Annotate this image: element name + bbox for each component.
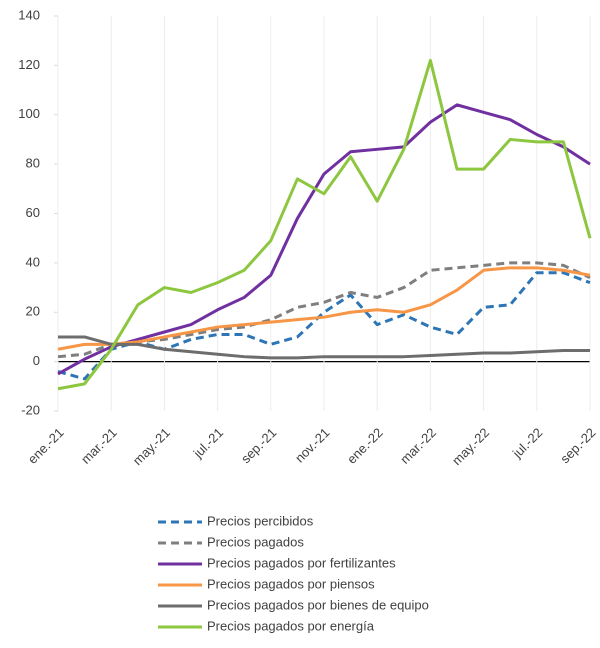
y-tick-label: 140 <box>18 7 40 22</box>
y-tick-label: 80 <box>26 156 40 171</box>
series-line <box>57 58 592 391</box>
x-tick-label: may.-22 <box>449 425 492 468</box>
legend-label: Precios pagados <box>207 534 304 549</box>
y-tick-label: 100 <box>18 106 40 121</box>
y-tick-label: 120 <box>18 57 40 72</box>
y-tick-label: 20 <box>26 304 40 319</box>
x-tick-label: mar.-22 <box>397 425 439 467</box>
x-tick-label: sep.-22 <box>557 425 598 466</box>
y-tick-label: 60 <box>26 205 40 220</box>
legend-label: Precios pagados por fertilizantes <box>207 555 396 570</box>
x-tick-label: mar.-21 <box>78 425 120 467</box>
x-tick-label: ene.-21 <box>25 425 67 467</box>
series-line <box>57 271 591 381</box>
y-tick-label: 40 <box>26 254 40 269</box>
series-line <box>58 335 590 360</box>
x-tick-label: ene.-22 <box>344 425 386 467</box>
y-tick-label: -20 <box>21 402 40 417</box>
legend-label: Precios pagados por bienes de equipo <box>207 597 429 612</box>
x-tick-label: nov.-21 <box>292 425 333 466</box>
y-tick-label: 0 <box>33 353 40 368</box>
legend-label: Precios pagados por energía <box>207 618 375 633</box>
series-line <box>57 261 591 359</box>
x-tick-label: sep.-21 <box>238 425 279 466</box>
legend-label: Precios pagados por piensos <box>207 576 375 591</box>
x-tick-label: jul.-22 <box>509 425 545 461</box>
x-tick-label: may.-21 <box>130 425 173 468</box>
legend-label: Precios percibidos <box>207 513 314 528</box>
series-line <box>57 266 591 351</box>
series-line <box>57 103 591 376</box>
x-tick-label: jul.-21 <box>190 425 226 461</box>
